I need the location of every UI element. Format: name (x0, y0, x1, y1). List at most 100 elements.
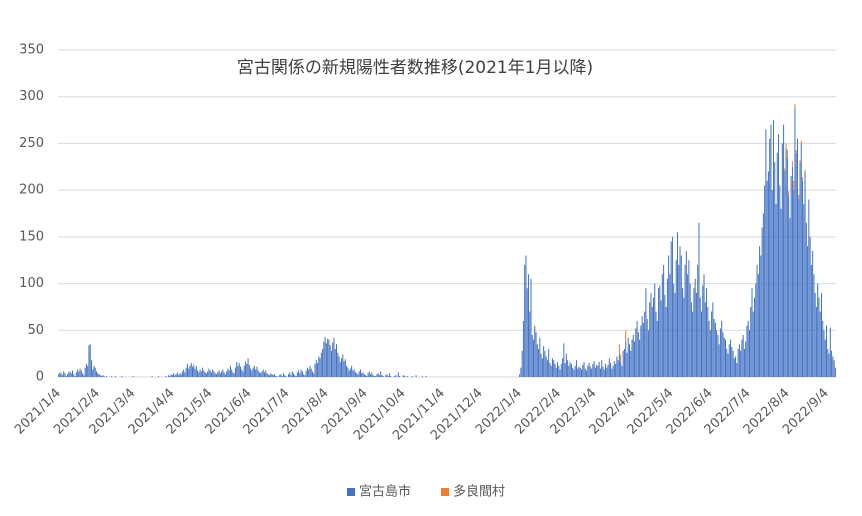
bar (266, 373, 268, 377)
bar (213, 371, 215, 377)
bar (584, 368, 586, 377)
bar (291, 371, 293, 377)
bar (588, 362, 590, 377)
bar (726, 348, 728, 377)
bar (376, 374, 378, 377)
bar (779, 185, 781, 377)
bar (827, 348, 829, 377)
bar (202, 367, 204, 377)
bar (251, 370, 253, 377)
bar (623, 348, 625, 377)
bar (823, 330, 825, 377)
bar (575, 360, 577, 377)
bar (692, 311, 694, 377)
bar (94, 367, 96, 377)
bar (567, 360, 569, 377)
bar (170, 374, 172, 377)
bar (218, 370, 220, 377)
bar (700, 311, 702, 377)
bar (60, 373, 62, 377)
bar (394, 376, 396, 377)
bar (197, 370, 199, 377)
bar (281, 376, 283, 377)
bar (538, 348, 540, 377)
bar (683, 297, 685, 377)
bar (794, 104, 796, 108)
bar (242, 371, 244, 377)
bar (599, 368, 601, 377)
bar (293, 373, 295, 377)
bar (386, 374, 388, 377)
bar (359, 369, 361, 377)
bar (791, 166, 793, 377)
bar (175, 374, 177, 377)
bar (289, 372, 291, 377)
bar (698, 222, 700, 377)
bar (740, 350, 742, 377)
bar (114, 376, 116, 377)
bar (253, 365, 255, 377)
bar (372, 375, 374, 377)
bar (306, 367, 308, 377)
bar (399, 376, 401, 377)
bar (520, 367, 522, 377)
bar (262, 369, 264, 377)
bar (522, 320, 524, 377)
bar (80, 370, 82, 377)
bar (790, 176, 792, 377)
bar (634, 341, 636, 377)
bar (231, 369, 233, 377)
bar (652, 297, 655, 377)
bar (324, 336, 326, 377)
bar (750, 306, 752, 377)
bar (205, 373, 207, 377)
bar (527, 274, 529, 377)
bar (389, 373, 391, 377)
bar (88, 345, 90, 377)
bar (795, 149, 797, 153)
bar (650, 292, 652, 377)
bar (333, 337, 335, 377)
bar (793, 190, 795, 377)
bar (199, 369, 201, 377)
bar (774, 162, 776, 377)
bar (730, 339, 732, 377)
bar (736, 362, 738, 377)
bar (339, 362, 341, 377)
bar (800, 143, 802, 377)
bar (248, 364, 250, 377)
bar (351, 365, 353, 377)
bar (258, 372, 260, 377)
bar (631, 339, 633, 377)
y-tick-label: 300 (19, 89, 44, 104)
bar (630, 350, 632, 377)
bar (61, 375, 63, 377)
bar (381, 375, 383, 377)
bar (593, 361, 595, 377)
bar (361, 373, 363, 377)
bar (564, 362, 566, 377)
bar (274, 374, 276, 377)
bar (204, 372, 206, 377)
bar (570, 363, 572, 377)
bar (63, 371, 65, 377)
bar (200, 371, 202, 377)
bar (544, 350, 546, 377)
bar (664, 294, 666, 377)
bar (824, 339, 826, 377)
bar (173, 373, 175, 377)
bar (622, 350, 624, 377)
bar (721, 320, 723, 377)
bar (189, 365, 191, 377)
bar (776, 152, 778, 377)
bar (759, 246, 761, 377)
bar (382, 376, 384, 377)
bar (534, 325, 536, 377)
bar (794, 107, 796, 377)
bar (212, 369, 214, 377)
bar (209, 370, 211, 377)
bar (807, 246, 809, 377)
bar (185, 367, 187, 377)
bar (728, 344, 730, 377)
